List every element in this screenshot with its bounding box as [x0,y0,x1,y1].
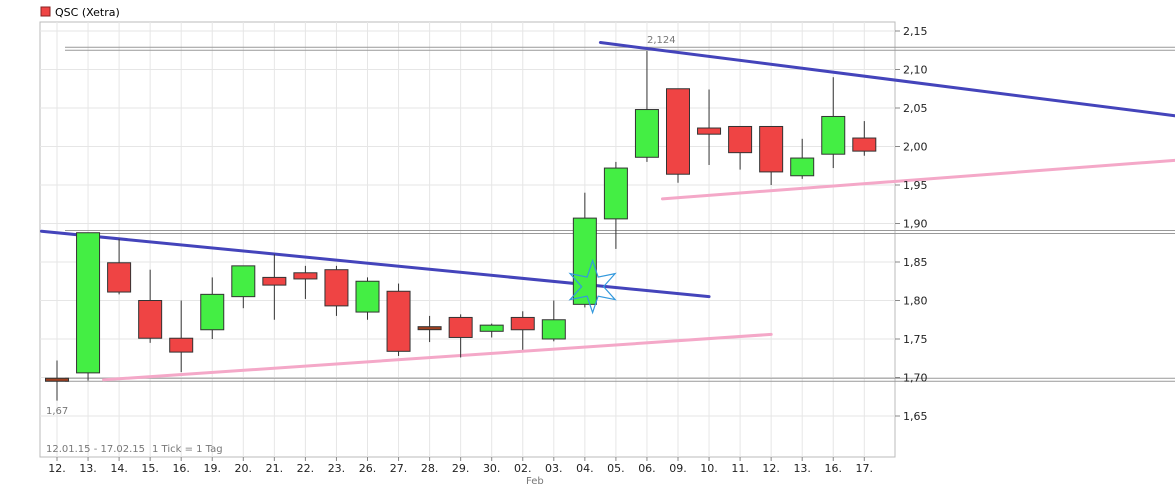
x-tick-label: 06. [638,462,656,475]
candle-body [541,319,566,340]
x-tick-label: 12. [48,462,66,475]
candle-body [200,293,225,331]
low-annotation: 1,67 [46,406,68,417]
x-tick-label: 20. [235,462,253,475]
support-lines [65,46,1175,382]
y-tick-label: 1,65 [903,410,928,423]
candle-body [138,300,163,339]
x-tick-label: 04. [576,462,594,475]
y-tick-label: 2,10 [903,64,928,77]
tick-info-label: 1 Tick = 1 Tag [152,444,223,455]
candle-body [169,337,194,353]
x-tick-label: 19. [204,462,222,475]
x-tick-label: 05. [607,462,625,475]
y-tick-label: 2,00 [903,141,928,154]
grid [40,22,895,457]
month-label: Feb [526,476,544,487]
candle-body [448,316,473,338]
y-tick-label: 1,70 [903,372,928,385]
candle-body [572,217,597,305]
candle-body [510,316,535,331]
candle-body [76,232,101,374]
x-tick-label: 13. [79,462,97,475]
y-tick-label: 1,90 [903,218,928,231]
candle-body [355,280,380,313]
y-tick-label: 1,85 [903,256,928,269]
y-tick-label: 1,80 [903,295,928,308]
x-tick-label: 16. [825,462,843,475]
legend-swatch [40,6,51,17]
trendline-up [660,158,1175,201]
x-tick-label: 09. [669,462,687,475]
x-tick-label: 02. [514,462,532,475]
x-tick-label: 23. [328,462,346,475]
x-tick-label: 27. [390,462,408,475]
candle-body [759,125,784,173]
x-tick-label: 14. [110,462,128,475]
x-tick-label: 28. [421,462,439,475]
y-tick-label: 2,15 [903,25,928,38]
star-marker-shape [568,258,617,315]
candle-body [293,272,318,280]
x-tick-label: 26. [359,462,377,475]
candle-body [852,137,877,152]
candle-body [790,157,815,177]
candle-body [324,269,349,307]
candle-body [603,167,628,220]
x-tick-label: 29. [452,462,470,475]
candle-body [728,125,753,154]
x-tick-label: 15. [141,462,159,475]
y-tick-label: 1,75 [903,333,928,346]
x-tick-label: 17. [856,462,874,475]
trendlines [39,41,1175,382]
candles [45,51,877,401]
x-tick-label: 10. [700,462,718,475]
candle-body [386,290,411,352]
plot-frame [39,21,896,458]
y-tick-label: 2,05 [903,102,928,115]
y-tick-label: 1,95 [903,179,928,192]
trendline-down [598,41,1175,118]
signal-marker-icon [568,258,617,315]
trendline-down [39,229,711,299]
candle-body [821,115,846,155]
x-tick-label: 12. [762,462,780,475]
candle-body [262,276,287,286]
x-tick-label: 16. [172,462,190,475]
high-annotation: 2,124 [647,35,676,46]
candle-body [45,377,69,382]
candle-body [417,326,442,331]
x-axis: 12. 13. 14. 15. 16. 19. 20. 21. 22. 23. 26. 27. 28. 2… [48,457,873,475]
period-label: 12.01.15 - 17.02.15 [46,444,145,455]
x-tick-label: 03. [545,462,563,475]
candle-body [107,262,132,293]
trendline-up [102,332,773,382]
candle-body [634,109,659,158]
candle-body [666,88,690,175]
x-tick-label: 22. [297,462,315,475]
x-tick-label: 11. [731,462,749,475]
x-tick-label: 30. [483,462,501,475]
y-axis: 2,15 2,10 2,05 2,00 1,95 1,90 1,85 1,80 1,75 1,70… [895,25,928,423]
legend-label: QSC (Xetra) [55,6,120,19]
x-tick-label: 13. [793,462,811,475]
candle-body [697,127,722,135]
x-tick-label: 21. [266,462,284,475]
candle-body [479,324,504,332]
candle-body [231,265,256,298]
